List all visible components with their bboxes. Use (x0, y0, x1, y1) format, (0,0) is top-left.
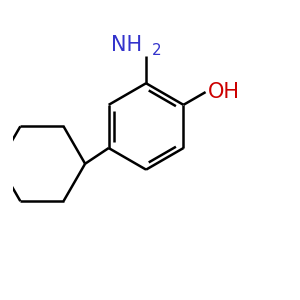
Text: NH: NH (111, 35, 142, 55)
Text: 2: 2 (152, 43, 162, 58)
Text: OH: OH (208, 82, 239, 102)
